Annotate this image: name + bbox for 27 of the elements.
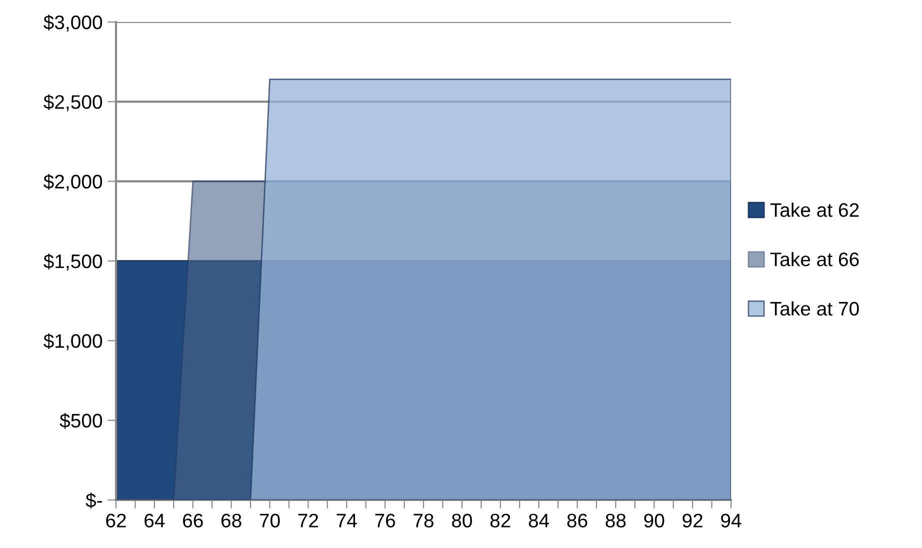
y-tick-label: $2,500	[44, 94, 102, 112]
y-tick-label: $-	[86, 492, 102, 508]
x-tick-label: 86	[567, 514, 588, 528]
x-tick-label: 84	[528, 514, 550, 528]
x-tick-label: 64	[144, 514, 165, 528]
x-tick-label: 90	[644, 514, 664, 528]
x-tick-label: 94	[721, 514, 742, 528]
y-tick-label: $3,000	[44, 14, 102, 32]
x-tick-label: 70	[260, 514, 280, 528]
x-tick-label: 88	[606, 514, 626, 528]
x-tick-label: 72	[298, 514, 318, 528]
x-tick-label: 78	[414, 514, 434, 528]
y-tick-label: $1,000	[44, 333, 102, 350]
x-tick-label: 92	[682, 514, 702, 528]
y-tick-label: $1,500	[44, 254, 102, 271]
x-tick-label: 68	[221, 514, 242, 528]
x-tick-label: 74	[336, 514, 357, 528]
x-tick-label: 80	[452, 514, 472, 528]
legend-label: Take at 66	[770, 252, 859, 266]
y-tick-label: $500	[60, 412, 102, 429]
x-tick-label: 66	[183, 514, 203, 528]
x-tick-label: 76	[375, 514, 396, 528]
x-tick-label: 82	[490, 514, 510, 528]
legend-label: Take at 70	[770, 301, 859, 316]
legend-label: Take at 62	[770, 202, 859, 217]
y-tick-label: $2,000	[44, 174, 102, 191]
x-tick-label: 62	[106, 514, 126, 528]
